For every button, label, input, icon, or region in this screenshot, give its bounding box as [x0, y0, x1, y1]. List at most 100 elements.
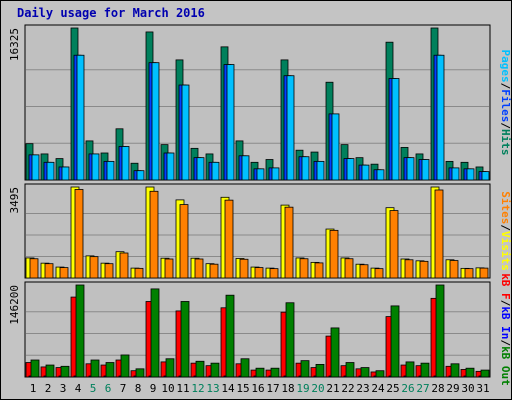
x-tick-label: 27 [416, 382, 429, 395]
legend-hits-files-pages: Pages/Files/Hits [499, 50, 512, 156]
pages-bar [316, 160, 325, 181]
pages-bar [31, 154, 40, 181]
x-tick-label: 29 [446, 382, 459, 395]
x-tick-label: 31 [476, 382, 489, 395]
x-tick-label: 16 [251, 382, 264, 395]
legend-entry: / [499, 83, 512, 90]
x-tick-label: 5 [90, 382, 97, 395]
y-max-label: 16325 [8, 28, 21, 61]
kb-out-bar [240, 358, 250, 378]
kb-out-bar [45, 364, 55, 378]
x-tick-label: 4 [75, 382, 82, 395]
kb-out-bar [270, 367, 280, 378]
sites-bar [119, 252, 129, 279]
x-tick-label: 30 [461, 382, 474, 395]
pages-bar [256, 168, 265, 181]
legend-visits-sites: Sites/Visits [499, 191, 512, 271]
x-tick-label: 24 [371, 382, 385, 395]
legend-entry: / [499, 339, 512, 346]
x-tick-label: 3 [60, 382, 67, 395]
kb-out-bar [420, 362, 430, 378]
pages-bar [61, 166, 70, 181]
y-max-label: 3495 [8, 187, 21, 214]
kb-out-bar [180, 301, 190, 378]
sites-bar [404, 259, 414, 279]
sites-bar [59, 267, 69, 279]
x-tick-label: 14 [221, 382, 235, 395]
x-tick-label: 7 [120, 382, 127, 395]
sites-bar [44, 263, 54, 279]
sites-bar [254, 267, 264, 279]
pages-bar [376, 169, 385, 181]
kb-out-bar [165, 358, 175, 378]
kb-out-bar [120, 354, 130, 378]
pages-bar [451, 167, 460, 181]
pages-bar [46, 161, 55, 181]
y-max-label: 146200 [8, 285, 21, 325]
sites-bar [164, 258, 174, 279]
pages-bar [166, 152, 175, 181]
pages-bar [181, 84, 190, 181]
sites-bar [104, 263, 114, 279]
kb-out-bar [405, 361, 415, 378]
pages-bar [196, 157, 205, 181]
sites-bar [284, 206, 294, 279]
kb-out-bar [90, 359, 100, 378]
sites-bar [449, 260, 459, 279]
kb-out-bar [255, 367, 265, 378]
pages-bar [331, 113, 340, 181]
x-tick-label: 11 [176, 382, 189, 395]
x-tick-label: 12 [191, 382, 204, 395]
legend-entry: / [499, 300, 512, 307]
kb-out-bar [105, 362, 115, 378]
pages-bar [136, 170, 145, 181]
kb-out-bar [315, 364, 325, 378]
sites-bar [209, 263, 219, 279]
sites-bar [224, 199, 234, 279]
kb-out-bar [330, 327, 340, 378]
kb-out-bar [150, 288, 160, 378]
sites-bar [329, 229, 339, 279]
x-tick-label: 26 [401, 382, 414, 395]
kb-out-bar [210, 362, 220, 378]
x-tick-label: 6 [105, 382, 112, 395]
pages-bar [106, 160, 115, 181]
x-tick-label: 25 [386, 382, 399, 395]
kb-out-bar [195, 360, 205, 378]
kb-out-bar [450, 363, 460, 378]
kb-out-bar [435, 284, 445, 378]
pages-bar [241, 155, 250, 181]
pages-bar [211, 161, 220, 181]
kb-out-bar [30, 359, 40, 378]
sites-bar [464, 268, 474, 279]
sites-bar [134, 267, 144, 279]
pages-bar [76, 54, 85, 181]
kb-out-bar [480, 369, 490, 378]
legend-kbytes: kB F/kB In/kB Out [499, 273, 512, 386]
sites-bar [74, 189, 84, 279]
pages-bar [301, 156, 310, 181]
x-tick-label: 9 [150, 382, 157, 395]
pages-bar [271, 167, 280, 181]
legend-entry: kB In [499, 306, 512, 339]
x-tick-label: 21 [326, 382, 339, 395]
pages-bar [436, 54, 445, 181]
sites-bar [479, 267, 489, 279]
legend-entry: Hits [499, 129, 512, 156]
pages-bar [406, 157, 415, 181]
x-tick-label: 15 [236, 382, 249, 395]
sites-bar [419, 260, 429, 279]
pages-bar [91, 153, 100, 181]
sites-bar [359, 264, 369, 279]
x-tick-label: 1 [30, 382, 37, 395]
x-tick-label: 23 [356, 382, 369, 395]
x-tick-label: 8 [135, 382, 142, 395]
x-tick-label: 28 [431, 382, 444, 395]
kb-out-bar [75, 284, 85, 378]
sites-bar [269, 268, 279, 279]
pages-bar [361, 164, 370, 181]
x-tick-label: 18 [281, 382, 294, 395]
pages-bar [151, 62, 160, 181]
legend-entry: Sites [499, 191, 512, 224]
